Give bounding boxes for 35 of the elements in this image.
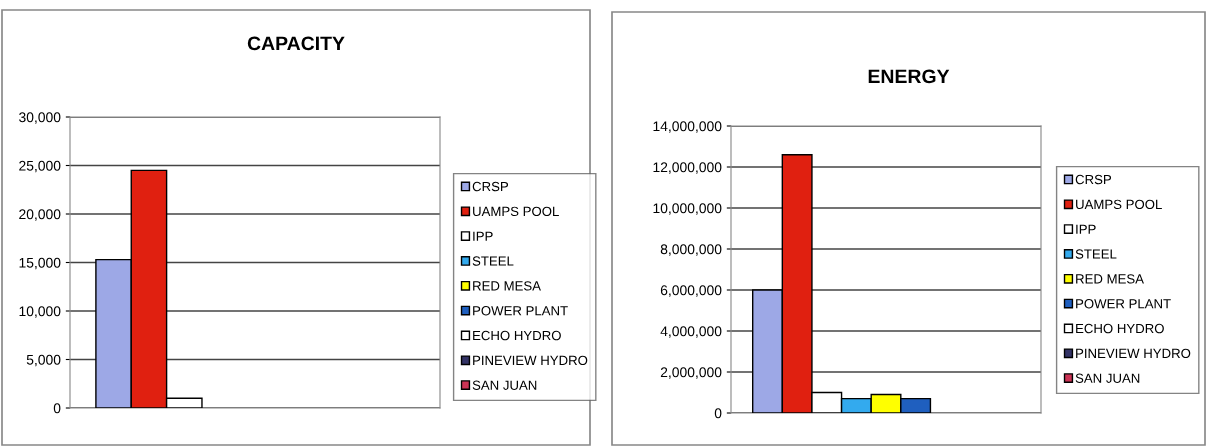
legend-label: IPP bbox=[1076, 224, 1096, 234]
chart-title: CAPACITY bbox=[247, 36, 345, 51]
y-tick-label: 4,000,000 bbox=[660, 326, 722, 338]
y-tick-label: 8,000,000 bbox=[660, 244, 722, 256]
legend-label: RED MESA bbox=[1076, 274, 1144, 284]
y-tick-label: 0 bbox=[714, 408, 722, 419]
legend-label: ECHO HYDRO bbox=[1076, 323, 1164, 334]
y-tick-label: 20,000 bbox=[19, 209, 61, 221]
y-tick-label: 25,000 bbox=[19, 160, 61, 173]
legend-label: RED MESA bbox=[473, 281, 541, 291]
legend-label: PINEVIEW HYDRO bbox=[473, 355, 588, 366]
y-tick-label: 14,000,000 bbox=[653, 121, 722, 133]
y-tick-label: 10,000 bbox=[19, 306, 61, 318]
y-tick-label: 10,000,000 bbox=[653, 203, 722, 215]
legend-label: CRSP bbox=[1075, 174, 1112, 185]
chart-title: ENERGY bbox=[868, 69, 950, 84]
y-tick-label: 12,000,000 bbox=[653, 162, 722, 174]
legend-label: ECHO HYDRO bbox=[473, 330, 561, 341]
legend-label: UAMPS POOL bbox=[1076, 199, 1162, 210]
legend-label: IPP bbox=[473, 231, 493, 241]
legend-label: POWER PLANT bbox=[473, 306, 568, 316]
y-tick-label: 5,000 bbox=[26, 354, 61, 367]
legend-label: SAN JUAN bbox=[472, 380, 537, 390]
y-tick-label: 0 bbox=[53, 403, 61, 414]
y-tick-label: 2,000,000 bbox=[660, 367, 722, 379]
legend-label: CRSP bbox=[472, 181, 509, 192]
legend-label: SAN JUAN bbox=[1075, 373, 1140, 383]
y-tick-label: 15,000 bbox=[19, 257, 61, 270]
legend-label: UAMPS POOL bbox=[473, 206, 559, 217]
y-tick-label: 6,000,000 bbox=[660, 285, 722, 297]
legend-label: PINEVIEW HYDRO bbox=[1076, 348, 1191, 359]
legend-label: STEEL bbox=[1075, 249, 1117, 259]
legend-label: STEEL bbox=[472, 256, 514, 266]
y-tick-label: 30,000 bbox=[19, 112, 61, 124]
legend-label: POWER PLANT bbox=[1076, 299, 1171, 309]
